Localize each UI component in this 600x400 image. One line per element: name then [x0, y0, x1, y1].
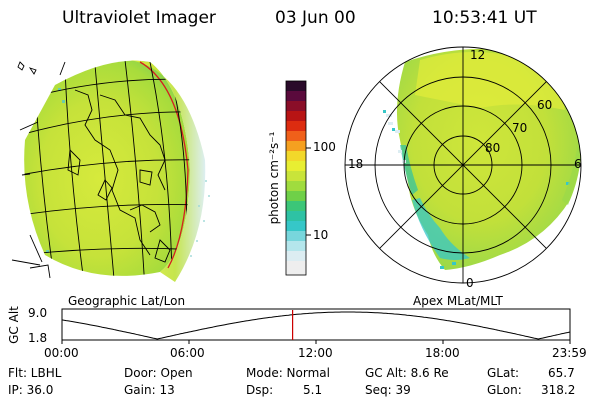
glon-value: 318.2 [541, 383, 576, 397]
time-tick-0000: 00:00 [44, 346, 79, 360]
mode-value: Mode: Normal [246, 366, 330, 380]
time-tick-0600: 06:00 [170, 346, 205, 360]
sequence-number: Seq: 39 [365, 383, 411, 397]
instrument-title: Ultraviolet Imager [62, 8, 216, 28]
orbit-altitude-curve [61, 311, 571, 340]
geographic-image [11, 60, 210, 282]
altitude-tick-low: 1.8 [28, 331, 48, 345]
dsp-value: 5.1 [303, 383, 323, 397]
observation-time: 10:53:41 UT [432, 8, 537, 28]
dsp-label: Dsp: [246, 383, 274, 397]
lat-label-70: 70 [512, 121, 528, 135]
altitude-plot [61, 308, 571, 344]
lat-label-80: 80 [485, 141, 501, 155]
mlt-label-18: 18 [348, 157, 364, 171]
colorbar-unit-label: photon cm⁻²s⁻¹ [267, 131, 281, 225]
gain-value: Gain: 13 [124, 383, 175, 397]
altitude-axis-label: GC Alt [7, 306, 21, 344]
mlt-label-6: 6 [574, 157, 582, 171]
time-tick-1200: 12:00 [298, 346, 333, 360]
polar-image [344, 46, 582, 284]
mlt-label-0: 0 [466, 276, 474, 290]
colorbar-tick-100: 100 [313, 140, 336, 154]
color-scale-bar [285, 80, 311, 276]
time-tick-2359: 23:59 [552, 346, 587, 360]
geographic-panel-label: Geographic Lat/Lon [68, 294, 186, 308]
glon-label: GLon: [487, 383, 522, 397]
flight-filter: Flt: LBHL [8, 366, 62, 380]
lat-label-60: 60 [537, 98, 553, 112]
observation-date: 03 Jun 00 [275, 8, 356, 28]
ip-value: IP: 36.0 [8, 383, 54, 397]
glat-value: 65.7 [548, 366, 575, 380]
door-status: Door: Open [124, 366, 193, 380]
polar-panel-label: Apex MLat/MLT [413, 294, 503, 308]
time-tick-1800: 18:00 [425, 346, 460, 360]
gc-altitude: GC Alt: 8.6 Re [365, 366, 449, 380]
glat-label: GLat: [487, 366, 520, 380]
mlt-label-12: 12 [470, 48, 486, 62]
colorbar-tick-10: 10 [313, 228, 329, 242]
altitude-tick-high: 9.0 [28, 306, 48, 320]
